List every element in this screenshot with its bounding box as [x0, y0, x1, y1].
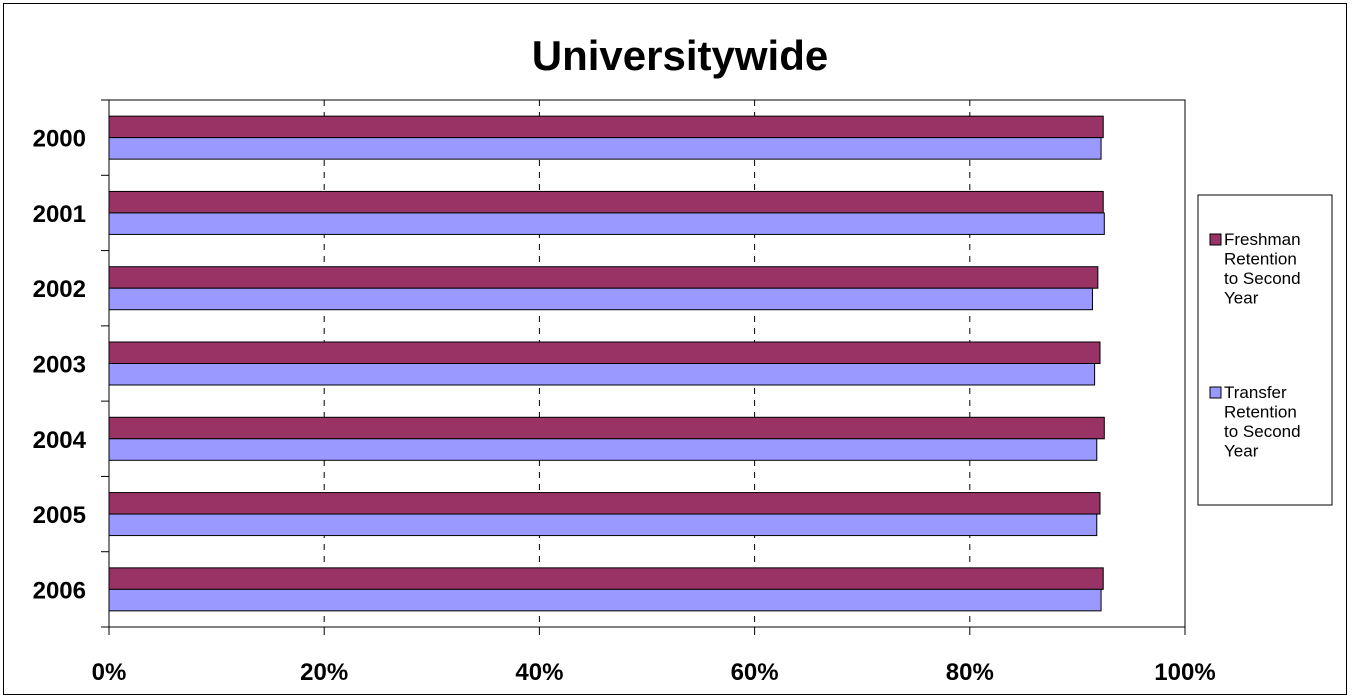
x-tick-label: 60%	[731, 659, 779, 686]
y-tick-label: 2006	[33, 577, 86, 604]
bar-freshman-2006	[108, 567, 1104, 590]
legend-label-transfer: Transfer Retention to Second Year	[1224, 383, 1301, 461]
chart-title: Universitywide	[532, 32, 828, 79]
x-tick-label: 80%	[946, 659, 994, 686]
bar-freshman-2000	[108, 115, 1104, 139]
bar-transfer-2003	[108, 363, 1096, 386]
y-tick-label: 2000	[33, 126, 86, 153]
axes: 2000 2001 2002 2003 2004 2005 2006 0% 20% 40% 60% 8…	[33, 99, 1216, 686]
legend-swatch-freshman	[1209, 233, 1222, 246]
legend-label-freshman: Freshman Retention to Second Year	[1224, 230, 1301, 308]
bar-freshman-2001	[108, 190, 1104, 214]
legend: Freshman Retention to Second Year Transfer Re…	[1197, 194, 1333, 506]
legend-box	[1197, 194, 1333, 506]
bar-transfer-2005	[108, 513, 1098, 537]
x-tick-label: 20%	[300, 659, 348, 686]
bar-freshman-2002	[108, 266, 1099, 289]
bar-transfer-2000	[108, 137, 1102, 160]
x-tick-label: 0%	[92, 659, 127, 686]
grid-lines	[323, 100, 971, 627]
bar-freshman-2003	[108, 341, 1101, 364]
y-tick-label: 2004	[33, 427, 87, 454]
x-tick-label: 40%	[515, 659, 563, 686]
bar-transfer-2004	[108, 438, 1098, 461]
bar-freshman-2004	[108, 416, 1105, 440]
bar-freshman-2005	[108, 492, 1101, 515]
y-tick-label: 2002	[33, 276, 86, 303]
bar-transfer-2001	[108, 212, 1105, 235]
bar-transfer-2006	[108, 588, 1102, 612]
bars	[108, 115, 1105, 612]
bar-transfer-2002	[108, 287, 1093, 311]
y-tick-label: 2003	[33, 352, 86, 379]
x-tick-label: 100%	[1154, 659, 1215, 686]
y-tick-label: 2005	[33, 502, 86, 529]
legend-swatch-transfer	[1209, 386, 1222, 399]
y-tick-label: 2001	[33, 201, 86, 228]
